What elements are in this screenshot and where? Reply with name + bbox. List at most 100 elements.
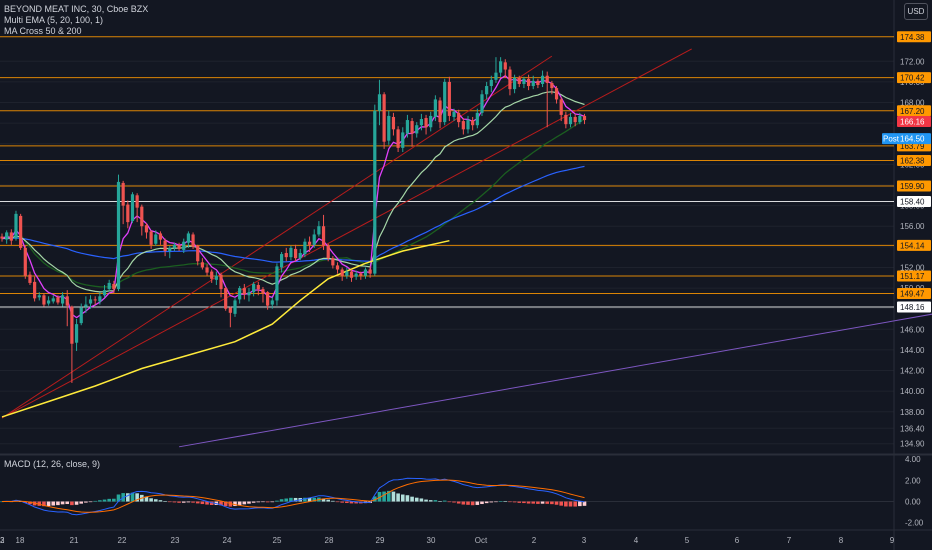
macd-histogram-bar xyxy=(466,501,470,505)
macd-histogram-bar xyxy=(265,501,270,503)
candle-body xyxy=(200,262,204,268)
macd-signal-line xyxy=(2,479,585,513)
candle-body xyxy=(499,61,503,73)
macd-histogram-bar xyxy=(60,501,65,505)
macd-histogram-bar xyxy=(242,501,247,505)
macd-histogram-bar xyxy=(163,501,167,502)
macd-histogram-bar xyxy=(93,500,97,502)
price-tick-label: 136.40 xyxy=(900,424,925,433)
candle-body xyxy=(149,231,153,245)
candle-body xyxy=(545,75,549,83)
candle-body xyxy=(373,110,377,274)
macd-histogram-bar xyxy=(228,501,233,507)
candle-body xyxy=(475,112,479,126)
currency-button[interactable]: USD xyxy=(904,3,928,20)
macd-histogram-bar xyxy=(489,501,494,503)
candle-body xyxy=(452,111,456,117)
candle-body xyxy=(368,269,372,274)
candle-body xyxy=(550,82,554,89)
candle-body xyxy=(321,226,326,246)
candle-body xyxy=(531,80,535,87)
level-badge-bg xyxy=(897,288,931,300)
macd-histogram-bar xyxy=(186,501,191,503)
candle-body xyxy=(154,234,158,244)
candle-body xyxy=(102,290,107,296)
candle-body xyxy=(177,245,181,249)
level-badge-bg xyxy=(897,154,931,166)
candle-body xyxy=(312,234,316,245)
macd-histogram-bar xyxy=(414,497,419,502)
macd-histogram-bar xyxy=(475,501,480,505)
candle-body xyxy=(42,295,46,305)
macd-histogram-bar xyxy=(498,501,503,502)
macd-histogram-bar xyxy=(582,501,587,506)
level-badge: 163.79 xyxy=(900,142,925,151)
candle-body xyxy=(396,129,400,148)
candle-body xyxy=(489,79,493,87)
macd-histogram-bar xyxy=(112,498,116,502)
level-badge: 154.14 xyxy=(900,241,925,250)
candle-body xyxy=(172,244,177,248)
candle-body xyxy=(359,273,363,276)
macd-histogram-bar xyxy=(237,501,242,505)
macd-histogram-bar xyxy=(545,501,550,504)
candle-body xyxy=(9,232,13,241)
macd-tick-label: 4.00 xyxy=(905,455,921,464)
candle-body xyxy=(5,232,9,240)
candle-body xyxy=(461,121,465,130)
candle-body xyxy=(554,88,559,100)
time-tick-label: 2 xyxy=(532,536,537,545)
macd-histogram-bar xyxy=(354,501,358,504)
candle-body xyxy=(387,115,391,141)
time-tick-label: 6 xyxy=(735,536,740,545)
macd-histogram-bar xyxy=(261,501,265,503)
candle-body xyxy=(303,241,307,255)
candle-body xyxy=(88,299,93,304)
macd-histogram-bar xyxy=(195,501,200,504)
macd-histogram-bar xyxy=(410,496,414,502)
time-tick-label: 12 xyxy=(0,536,5,545)
macd-histogram-bar xyxy=(391,491,396,502)
candle-body xyxy=(219,274,223,290)
candle-body xyxy=(121,182,125,206)
price-levels xyxy=(0,36,894,308)
candle-body xyxy=(112,283,116,290)
level-badge: 170.42 xyxy=(900,74,925,83)
macd-histogram-bar xyxy=(270,501,275,503)
candle-body xyxy=(405,120,410,134)
macd-histogram-bar xyxy=(46,501,51,507)
time-tick-label: 29 xyxy=(376,536,385,545)
macd-histogram-bar xyxy=(452,501,456,503)
price-tick-label: 172.00 xyxy=(900,57,925,66)
candle-body xyxy=(210,271,214,279)
candle-body xyxy=(182,241,186,250)
macd-histogram-bar xyxy=(233,501,237,507)
candle-body xyxy=(275,266,279,301)
candle-body xyxy=(480,94,484,113)
candle-body xyxy=(84,304,88,307)
macd-histogram-bar xyxy=(345,501,349,504)
candle-body xyxy=(540,75,545,84)
candle-body xyxy=(345,271,349,276)
macd-histogram-bar xyxy=(79,501,84,504)
candle-body xyxy=(377,94,382,111)
candle-body xyxy=(419,119,423,126)
trendline xyxy=(1,48,692,419)
candle-body xyxy=(415,125,419,134)
macd-histogram-bar xyxy=(149,498,153,502)
macd-histogram-bar xyxy=(98,500,102,502)
level-badge-bg xyxy=(897,180,931,192)
macd-histogram-bar xyxy=(568,501,573,507)
post-tag-label: Post xyxy=(883,135,900,144)
candle-body xyxy=(485,86,489,95)
candle-body xyxy=(354,273,358,277)
candle-body xyxy=(438,100,442,123)
macd-histogram-bar xyxy=(23,501,28,503)
macd-histogram-bar xyxy=(51,501,56,506)
candle-body xyxy=(410,121,414,134)
macd-histogram-bar xyxy=(340,501,344,503)
macd-histogram-bar xyxy=(405,495,410,502)
candle-body xyxy=(65,296,69,306)
